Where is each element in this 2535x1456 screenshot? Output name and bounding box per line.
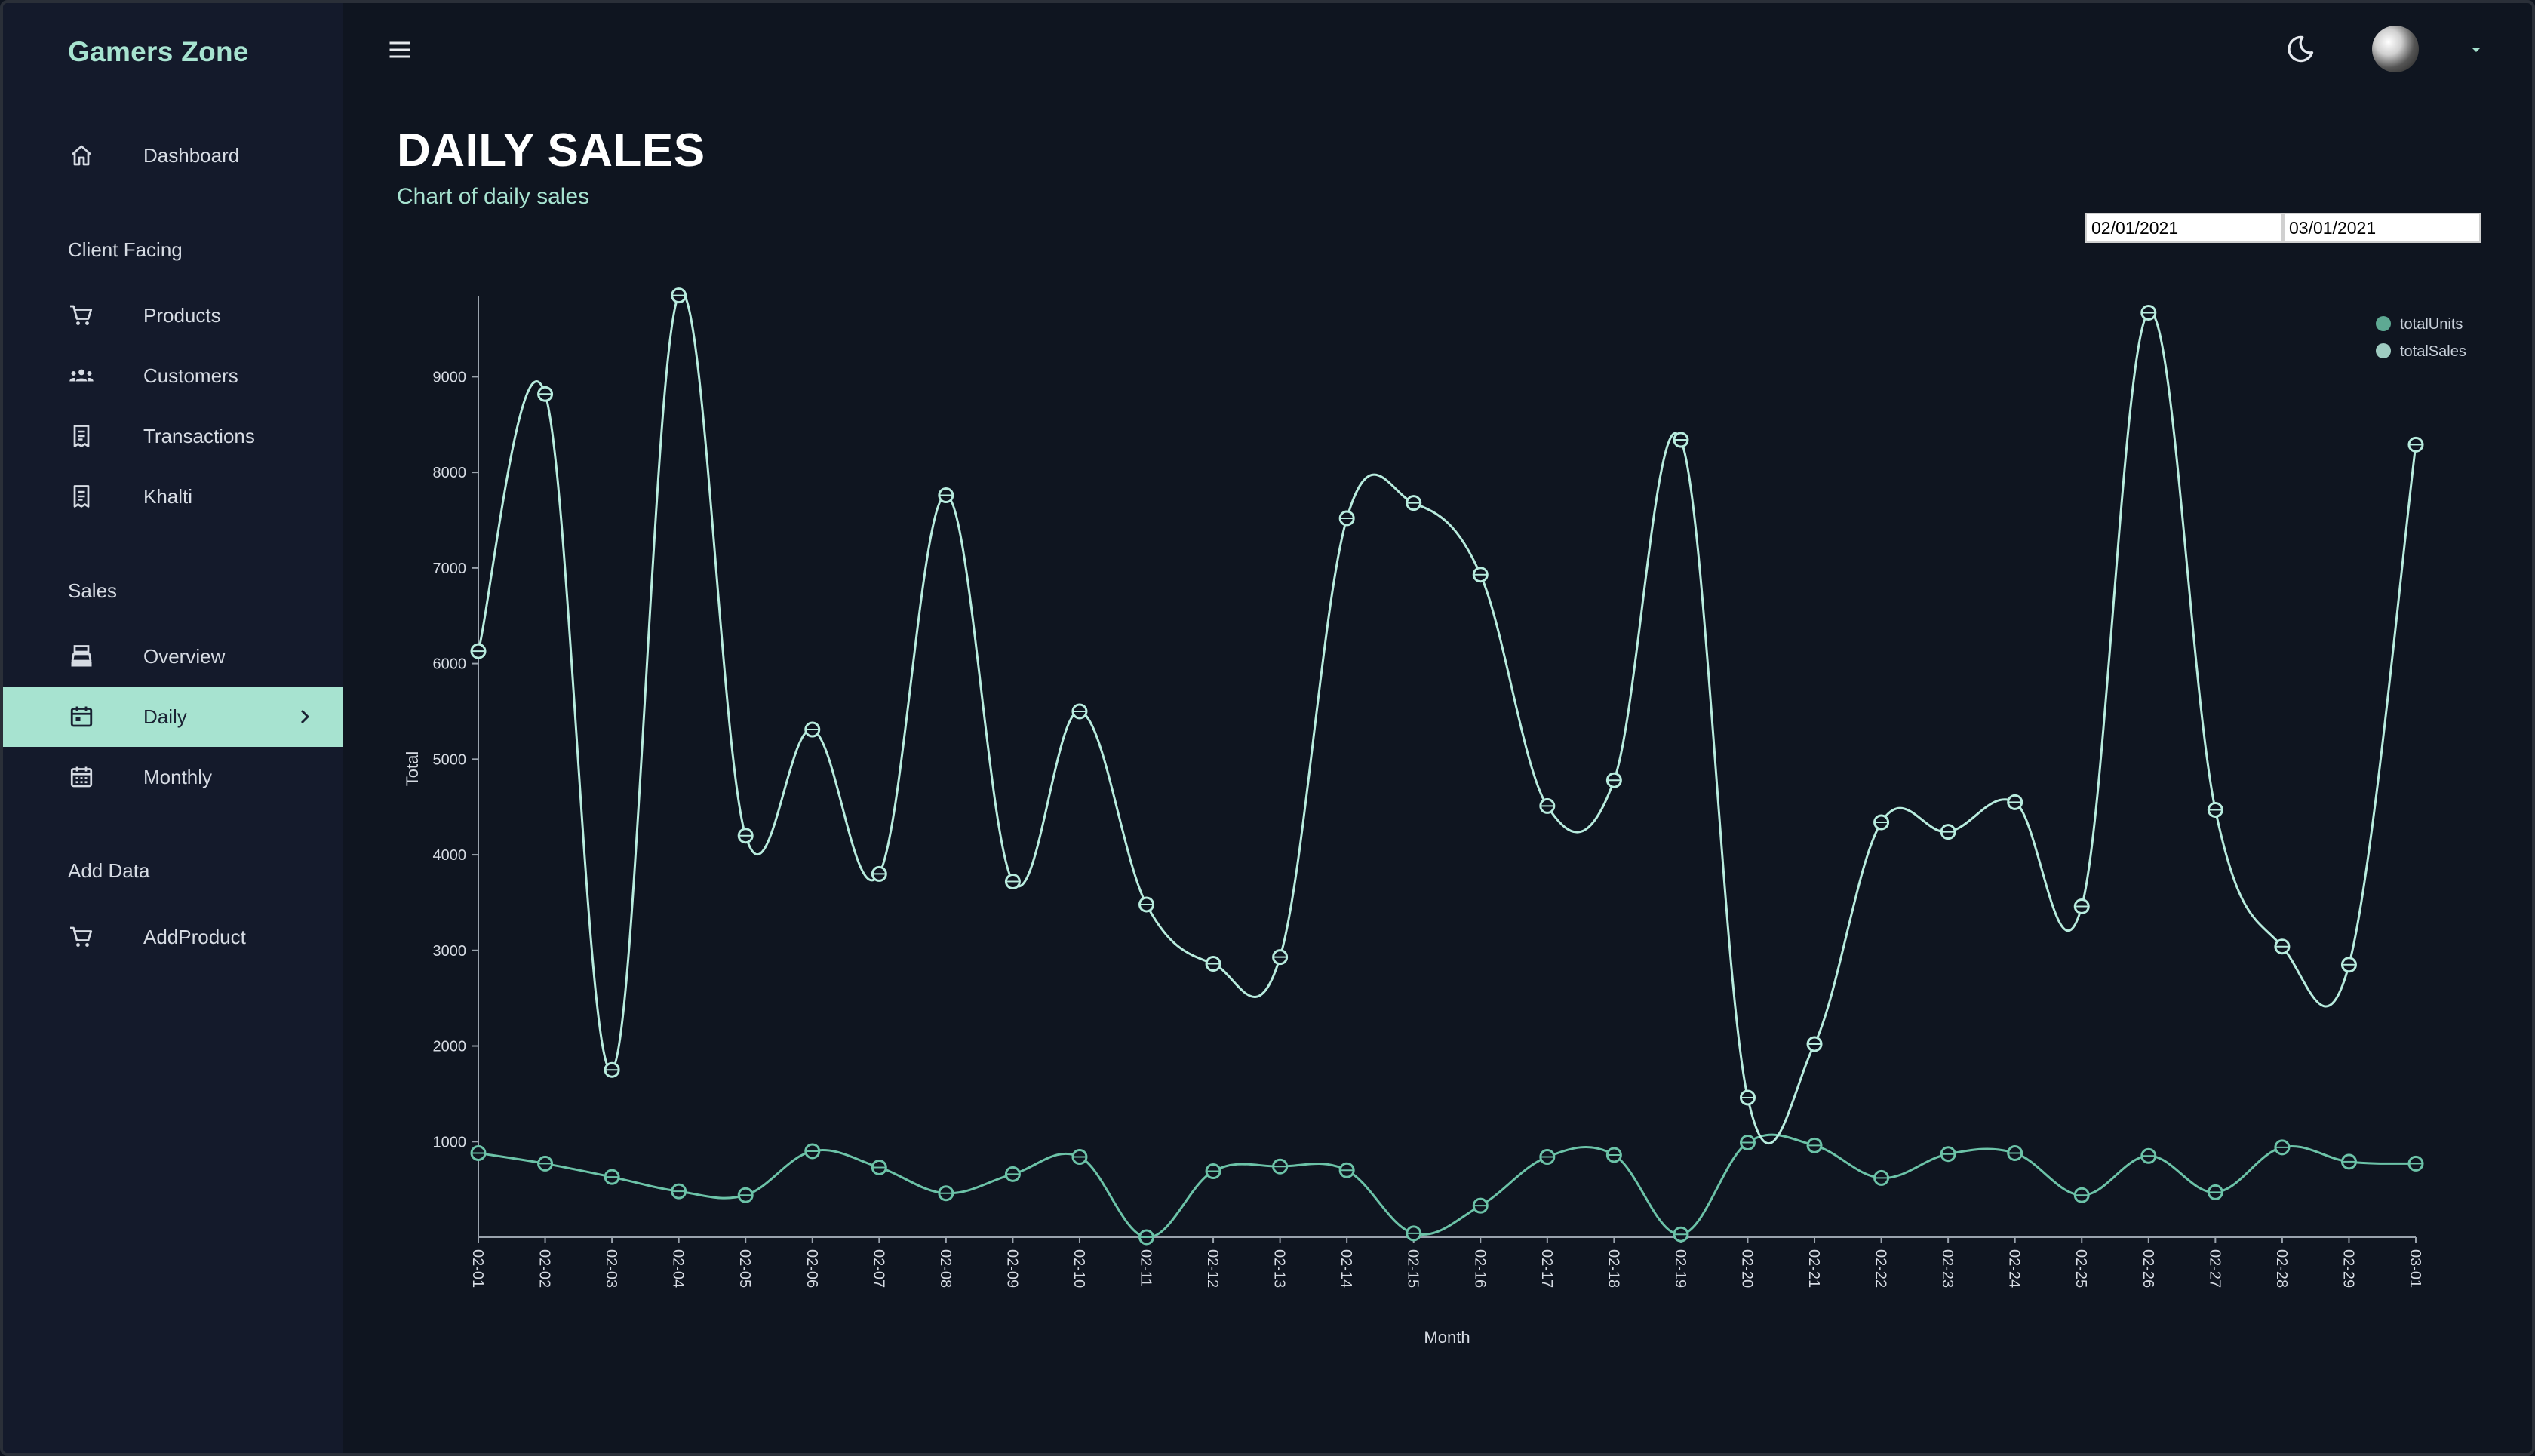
y-tick-label: 3000	[433, 943, 467, 960]
y-tick-label: 7000	[433, 561, 467, 577]
series-line-totalUnits	[478, 1133, 2417, 1239]
y-tick-label: 6000	[433, 656, 467, 673]
y-tick-label: 9000	[433, 369, 467, 386]
sidebar-item-label: Products	[143, 304, 221, 327]
legend-swatch-totalUnits	[2376, 316, 2391, 331]
x-tick-label: 02-06	[804, 1249, 820, 1288]
calendar-today-icon	[68, 703, 95, 730]
y-tick-label: 2000	[433, 1039, 467, 1055]
x-tick-label: 02-08	[937, 1249, 954, 1288]
x-tick-label: 02-01	[469, 1249, 486, 1288]
sidebar-item-label: Monthly	[143, 766, 213, 788]
x-tick-label: 02-03	[603, 1249, 619, 1288]
calendar-month-icon	[68, 763, 95, 791]
x-tick-label: 02-18	[1605, 1249, 1621, 1288]
receipt-icon	[68, 483, 95, 510]
x-tick-label: 02-21	[1805, 1249, 1822, 1288]
x-tick-label: 02-09	[1003, 1249, 1020, 1288]
menu-icon[interactable]	[386, 36, 413, 63]
page-subtitle: Chart of daily sales	[397, 184, 590, 209]
legend-swatch-totalSales	[2376, 343, 2391, 358]
page-title: DAILY SALES	[397, 124, 705, 177]
brand-logo[interactable]: Gamers Zone	[68, 36, 249, 67]
sidebar-item-overview[interactable]: Overview	[3, 626, 343, 687]
x-axis-title: Month	[1424, 1328, 1470, 1347]
sidebar: Gamers Zone Dashboard Client Facing Prod…	[3, 3, 343, 1453]
chevron-down-icon[interactable]	[2467, 41, 2485, 59]
sidebar-item-daily[interactable]: Daily	[3, 687, 343, 747]
x-tick-label: 02-29	[2340, 1249, 2356, 1288]
series-line-totalSales	[477, 291, 2417, 1145]
sidebar-item-label: AddProduct	[143, 926, 246, 948]
end-date-input[interactable]	[2283, 213, 2481, 243]
y-tick-label: 8000	[433, 465, 467, 481]
section-add-data: Add Data	[68, 859, 150, 882]
x-tick-label: 02-22	[1873, 1249, 1889, 1288]
x-tick-label: 02-04	[670, 1249, 687, 1288]
avatar[interactable]	[2372, 26, 2419, 72]
point-of-sale-icon	[68, 643, 95, 670]
x-tick-label: 02-24	[2006, 1249, 2023, 1288]
sidebar-item-label: Overview	[143, 645, 226, 668]
section-sales: Sales	[68, 579, 118, 602]
chevron-right-icon	[293, 705, 317, 729]
y-axis-title: Total	[403, 751, 422, 786]
y-tick-label: 4000	[433, 847, 467, 864]
shopping-cart-icon	[68, 302, 95, 329]
start-date-input[interactable]	[2085, 213, 2283, 243]
x-tick-label: 02-11	[1138, 1249, 1154, 1287]
x-tick-label: 02-23	[1939, 1249, 1956, 1288]
sidebar-item-transactions[interactable]: Transactions	[3, 406, 343, 466]
sidebar-item-label: Customers	[143, 364, 238, 387]
x-tick-label: 02-07	[870, 1249, 886, 1288]
receipt-icon	[68, 422, 95, 450]
x-tick-label: 02-27	[2206, 1249, 2223, 1288]
legend-label-totalSales: totalSales	[2400, 343, 2466, 360]
x-tick-label: 02-10	[1071, 1249, 1087, 1288]
x-tick-label: 02-15	[1405, 1249, 1421, 1288]
x-tick-label: 02-13	[1271, 1249, 1288, 1288]
sidebar-item-addproduct[interactable]: AddProduct	[3, 907, 343, 967]
daily-sales-chart: 1000 2000 3000 4000 5000 6000 7000 8000 9000 02-0…	[403, 287, 2466, 1347]
sidebar-item-label: Khalti	[143, 485, 193, 508]
x-tick-label: 02-20	[1738, 1249, 1755, 1288]
x-tick-label: 02-16	[1471, 1249, 1488, 1288]
home-icon	[68, 142, 95, 169]
sidebar-item-label: Daily	[143, 705, 187, 728]
sidebar-item-label: Dashboard	[143, 144, 240, 167]
x-tick-label: 02-02	[536, 1249, 553, 1288]
x-tick-label: 02-14	[1338, 1249, 1354, 1288]
x-tick-label: 02-17	[1538, 1249, 1555, 1288]
x-tick-label: 02-19	[1672, 1249, 1688, 1288]
groups-icon	[68, 362, 95, 389]
x-tick-label: 02-05	[736, 1249, 753, 1288]
section-client-facing: Client Facing	[68, 238, 183, 261]
x-tick-label: 02-28	[2273, 1249, 2290, 1288]
sidebar-item-products[interactable]: Products	[3, 285, 343, 346]
legend-label-totalUnits: totalUnits	[2400, 316, 2463, 333]
sidebar-item-monthly[interactable]: Monthly	[3, 747, 343, 807]
y-tick-label: 5000	[433, 751, 467, 768]
sidebar-item-label: Transactions	[143, 425, 255, 447]
x-tick-label: 03-01	[2407, 1249, 2423, 1288]
x-tick-label: 02-25	[2073, 1249, 2089, 1288]
shopping-cart-icon	[68, 923, 95, 951]
y-tick-label: 1000	[433, 1134, 467, 1150]
dark-mode-icon[interactable]	[2283, 33, 2316, 66]
sidebar-item-dashboard[interactable]: Dashboard	[3, 125, 343, 186]
sidebar-item-customers[interactable]: Customers	[3, 346, 343, 406]
x-tick-label: 02-26	[2140, 1249, 2156, 1288]
x-tick-label: 02-12	[1204, 1249, 1221, 1288]
sidebar-item-khalti[interactable]: Khalti	[3, 466, 343, 527]
